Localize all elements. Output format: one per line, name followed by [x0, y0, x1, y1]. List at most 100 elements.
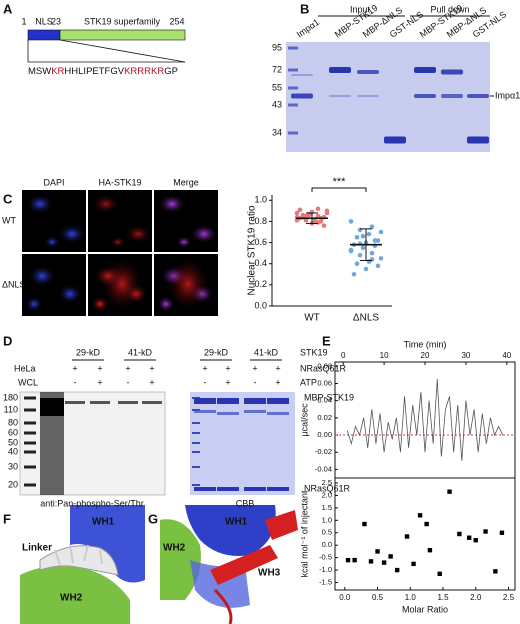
y-tick-label: 1.0 [322, 515, 332, 524]
panel-label: E [322, 333, 331, 348]
nls-label: NLS [35, 16, 53, 26]
gel-band [329, 95, 351, 97]
x-tick-label: 1.0 [405, 593, 417, 602]
y-tick-label: -0.02 [315, 447, 332, 456]
gel-band [194, 398, 216, 404]
row-label: ΔNLS [2, 279, 26, 289]
plot-frame [334, 477, 516, 591]
data-point [368, 559, 374, 564]
sign-label: + [202, 363, 207, 373]
nls-domain [27, 29, 61, 41]
blot-band [65, 401, 85, 404]
ladder-band [24, 483, 36, 487]
y-tick-label: 0.0 [254, 300, 267, 310]
sign-label: - [204, 377, 207, 387]
ladder-band [24, 431, 36, 435]
sequence-part: HHLIPETFGV [64, 66, 124, 77]
gel-band [414, 94, 436, 98]
sample-label: HeLa [14, 363, 36, 373]
nucleus [190, 224, 218, 244]
size-label: 29-kD [204, 347, 229, 357]
gel-band [217, 487, 239, 491]
marker-label: 40 [8, 446, 18, 456]
marker-label: 80 [8, 417, 18, 427]
y-tick-label: -0.04 [315, 464, 332, 473]
data-point [315, 206, 321, 212]
cytoplasm-signal [166, 256, 210, 312]
data-point [354, 234, 360, 240]
marker-label: 50 [8, 437, 18, 447]
data-point [306, 212, 312, 218]
stk19-domain [59, 29, 186, 41]
significance-label: *** [333, 176, 347, 188]
ladder-band [192, 451, 200, 453]
marker-label: 180 [3, 392, 18, 402]
data-point [372, 238, 378, 243]
data-point [348, 248, 354, 254]
ladder-band [24, 450, 36, 454]
y-tick-label: 0.4 [254, 258, 267, 268]
panel-label: F [3, 511, 11, 526]
marker-label: 55 [272, 82, 282, 92]
marker-label: 60 [8, 427, 18, 437]
region-label: Linker [22, 543, 52, 554]
sequence-part: GP [164, 66, 178, 77]
data-point [447, 489, 452, 494]
sign-label: + [97, 377, 102, 387]
nucleus [110, 236, 126, 248]
gel-band [267, 398, 289, 404]
region-label: WH1 [92, 517, 115, 528]
nucleus [124, 224, 152, 244]
marker-label: 43 [272, 99, 282, 109]
data-point [375, 263, 381, 269]
nucleus [176, 236, 192, 248]
data-point [354, 261, 360, 267]
y-tick-label: -1.5 [319, 578, 332, 587]
data-point [318, 219, 324, 224]
panel-label: A [3, 1, 13, 16]
blot-band [142, 401, 162, 404]
zoom-lines [27, 39, 186, 63]
ladder-band [288, 131, 298, 135]
nucleus [28, 265, 56, 287]
x-tick-label: 1.5 [437, 593, 449, 602]
gel-band [267, 487, 289, 491]
data-point [378, 229, 384, 235]
marker-label: 72 [272, 64, 282, 74]
data-point [297, 207, 303, 213]
y-tick-label: 0.6 [254, 237, 267, 247]
y-tick-label: 1.5 [322, 503, 332, 512]
panel-label: C [3, 191, 13, 206]
gel-band [217, 398, 239, 404]
data-point [352, 557, 357, 563]
axis [271, 195, 392, 307]
significance-bracket [311, 187, 367, 192]
y-axis-label: µcal/sec [299, 403, 309, 437]
ladder-band [24, 396, 36, 400]
data-point [381, 560, 387, 565]
panel-label: G [148, 511, 158, 526]
plot-frame [334, 361, 516, 479]
ladder-band [288, 86, 298, 90]
column-label: Merge [173, 177, 199, 187]
data-point [363, 266, 369, 272]
x-axis-label: Molar Ratio [402, 604, 448, 614]
sign-label: + [149, 377, 154, 387]
sign-label: + [252, 363, 257, 373]
data-point [366, 231, 372, 237]
panel-label: B [300, 1, 309, 16]
marker-label: 30 [8, 461, 18, 471]
data-point [378, 256, 384, 261]
sign-label: + [275, 363, 280, 373]
x-tick-label: 0.0 [339, 593, 351, 602]
data-point [303, 218, 309, 223]
y-tick-label: 1.0 [254, 195, 267, 205]
data-point [369, 250, 375, 256]
region-label: WH2 [163, 543, 186, 554]
sequence-part: KR [51, 66, 64, 77]
data-point [294, 210, 300, 216]
data-point [493, 569, 498, 574]
row-label: NRasQ61R [300, 363, 347, 373]
stain-label: CBB [236, 498, 255, 508]
